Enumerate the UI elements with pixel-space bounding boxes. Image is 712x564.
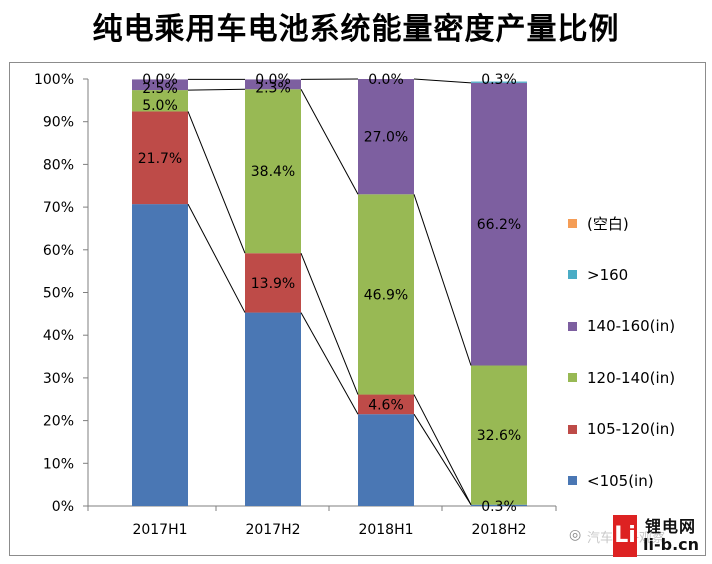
legend-swatch xyxy=(568,424,577,434)
series-connector-line xyxy=(413,413,472,505)
legend-label: <105(in) xyxy=(587,471,654,490)
y-tick-label: 70% xyxy=(43,200,74,216)
data-label: 5.0% xyxy=(142,98,178,114)
legend-swatch xyxy=(568,270,577,280)
data-label: 2.5% xyxy=(142,81,178,97)
legend-item: >160 xyxy=(568,264,708,286)
series-connector-line xyxy=(413,194,472,366)
bar-segment xyxy=(245,89,301,254)
watermark-logo: Li xyxy=(613,515,637,557)
x-tick-label: 2018H1 xyxy=(358,522,413,538)
x-tick-label: 2017H2 xyxy=(245,522,300,538)
x-tick-label: 2018H2 xyxy=(471,522,526,538)
y-tick-label: 50% xyxy=(43,286,74,302)
bar-segment xyxy=(471,81,527,83)
legend-swatch xyxy=(568,476,577,486)
y-tick-label: 0% xyxy=(52,499,74,515)
data-label: 32.6% xyxy=(477,428,521,444)
series-connector-line xyxy=(187,111,246,254)
data-label: 2.3% xyxy=(255,80,291,96)
bar-segment xyxy=(471,504,527,506)
y-tick-label: 30% xyxy=(43,371,74,387)
bar-segment xyxy=(245,253,301,313)
series-connector-line xyxy=(187,88,246,91)
legend-item: 120-140(in) xyxy=(568,367,708,389)
watermark-name: 锂电网 xyxy=(645,517,697,536)
bar-segment xyxy=(358,79,414,195)
bar-segment xyxy=(358,394,414,415)
data-label: 0.0% xyxy=(142,72,178,88)
y-tick-label: 80% xyxy=(43,157,74,173)
x-tick-label: 2017H1 xyxy=(132,522,187,538)
series-connector-line xyxy=(413,78,472,84)
watermark-domain: li-b.cn xyxy=(643,535,700,554)
bar-segment xyxy=(245,79,301,90)
watermark: ◎ 汽车电子观察 Li 锂电网 li-b.cn xyxy=(565,513,710,561)
legend-swatch xyxy=(568,218,577,228)
series-connector-line xyxy=(187,203,246,313)
y-tick-label: 90% xyxy=(43,115,74,131)
y-tick-label: 40% xyxy=(43,328,74,344)
data-label: 0.3% xyxy=(481,72,517,88)
series-connector-line xyxy=(413,394,472,505)
data-label: 13.9% xyxy=(251,276,295,292)
data-label: 0.0% xyxy=(368,72,404,88)
legend-item: 105-120(in) xyxy=(568,418,708,440)
legend-item: 140-160(in) xyxy=(568,315,708,337)
legend-label: 120-140(in) xyxy=(587,368,676,387)
y-tick-label: 20% xyxy=(43,414,74,430)
data-label: 46.9% xyxy=(364,287,408,303)
bar-segment xyxy=(132,90,188,112)
data-label: 66.2% xyxy=(477,217,521,233)
bar-segment xyxy=(358,414,414,506)
legend-swatch xyxy=(568,321,577,331)
legend-item: (空白) xyxy=(568,212,708,234)
series-connector-line xyxy=(300,253,359,395)
chart-title: 纯电乘用车电池系统能量密度产量比例 xyxy=(92,12,620,47)
legend-item: <105(in) xyxy=(568,470,708,492)
bar-segment xyxy=(245,312,301,506)
bar-segment xyxy=(358,194,414,395)
legend-swatch xyxy=(568,373,577,383)
legend: (空白) >160 140-160(in) 120-140(in) 105-120(in… xyxy=(568,212,708,522)
bar-segment xyxy=(471,365,527,505)
legend-label: 140-160(in) xyxy=(587,317,676,336)
data-label: 27.0% xyxy=(364,130,408,146)
chart-frame xyxy=(9,62,706,556)
series-connector-line xyxy=(300,312,359,415)
legend-label: (空白) xyxy=(587,214,629,233)
bar-segment xyxy=(132,79,188,91)
data-label: 0.3% xyxy=(481,499,517,515)
data-label: 38.4% xyxy=(251,164,295,180)
legend-label: 105-120(in) xyxy=(587,420,676,439)
bar-segment xyxy=(471,82,527,366)
data-label: 21.7% xyxy=(138,151,182,167)
y-tick-label: 100% xyxy=(34,72,74,88)
series-connector-line xyxy=(300,89,359,195)
bar-segment xyxy=(132,204,188,506)
y-tick-label: 10% xyxy=(43,456,74,472)
bar-segment xyxy=(132,111,188,205)
data-label: 4.6% xyxy=(368,397,404,413)
wechat-icon: ◎ xyxy=(569,527,582,543)
data-label: 0.0% xyxy=(255,72,291,88)
legend-label: >160 xyxy=(587,265,629,284)
y-tick-label: 60% xyxy=(43,243,74,259)
